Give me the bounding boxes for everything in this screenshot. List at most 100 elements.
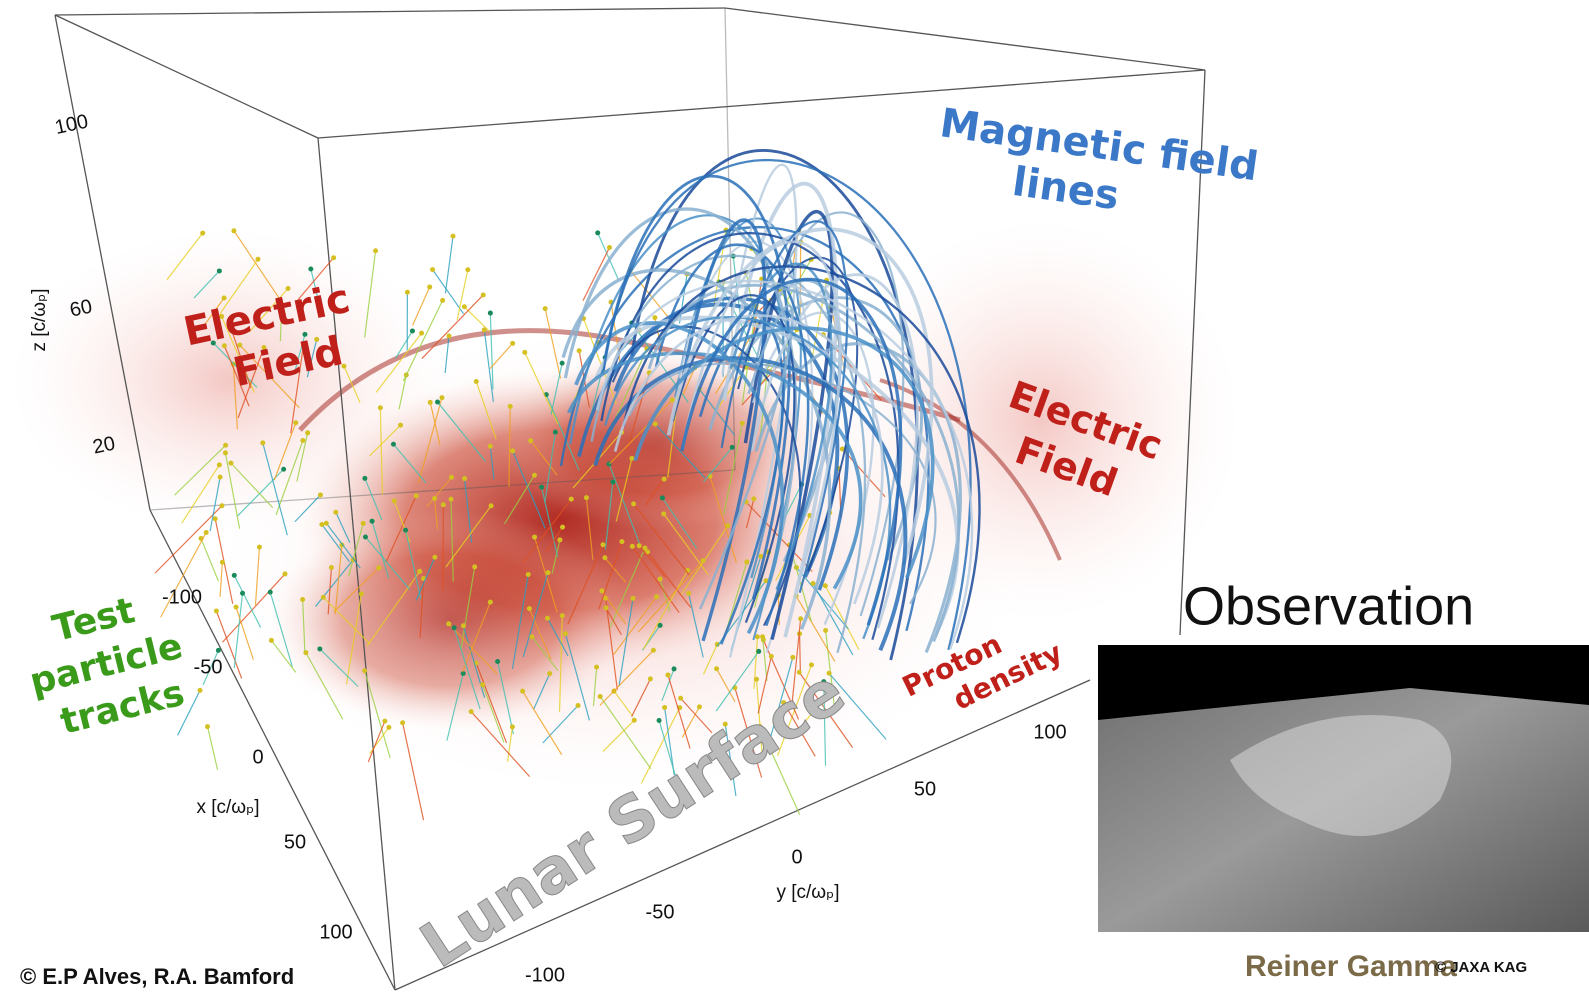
particle: [652, 315, 657, 320]
particle: [449, 475, 454, 480]
particle: [756, 649, 761, 654]
particle: [432, 496, 437, 501]
particle: [598, 694, 603, 699]
particle: [391, 442, 396, 447]
particle: [577, 348, 582, 353]
particle: [222, 295, 227, 300]
particle: [662, 705, 667, 710]
particle: [474, 379, 479, 384]
particle: [560, 361, 565, 366]
particle: [751, 496, 756, 501]
observation-caption: Reiner Gamma: [1245, 950, 1457, 983]
particle: [200, 231, 205, 236]
particle: [303, 650, 308, 655]
particle: [231, 228, 236, 233]
particle: [769, 654, 774, 659]
particle: [480, 682, 485, 687]
particle: [220, 560, 225, 565]
particle: [653, 422, 658, 427]
particle: [223, 443, 228, 448]
particle: [204, 530, 209, 535]
x-tick-label: 50: [284, 831, 306, 853]
particle: [528, 438, 533, 443]
particle: [557, 537, 562, 542]
particle: [386, 725, 391, 730]
particle: [798, 616, 803, 621]
particle: [234, 605, 239, 610]
particle: [376, 565, 381, 570]
particle: [219, 503, 224, 508]
particle: [560, 613, 565, 618]
particle: [654, 594, 659, 599]
particle: [595, 230, 600, 235]
particle: [665, 672, 670, 677]
particle: [510, 724, 515, 729]
particle: [217, 268, 222, 273]
particle: [281, 467, 286, 472]
figure: 100 60 20 z [c/ωₚ] -100 -50 0 50 100 x […: [0, 0, 1589, 1003]
particle: [508, 404, 513, 409]
particle-track: [445, 236, 453, 293]
particle: [333, 510, 338, 515]
particle: [331, 255, 336, 260]
particle: [760, 634, 765, 639]
z-tick-label: 100: [53, 111, 90, 139]
particle: [392, 498, 397, 503]
y-axis-label: y [c/ωₚ]: [776, 882, 839, 903]
particle: [637, 543, 642, 548]
particle: [553, 430, 558, 435]
particle: [714, 666, 719, 671]
y-tick-label: 50: [914, 778, 936, 800]
particle: [658, 577, 663, 582]
particle: [462, 304, 467, 309]
particle: [451, 234, 456, 239]
particle: [661, 511, 666, 516]
particle: [370, 519, 375, 524]
particle: [488, 600, 493, 605]
particle: [255, 257, 260, 262]
particle: [790, 655, 795, 660]
particle: [398, 423, 403, 428]
particle: [546, 570, 551, 575]
particle: [218, 475, 223, 480]
particle: [359, 591, 364, 596]
particle: [308, 267, 313, 272]
particle: [632, 718, 637, 723]
particle: [268, 590, 273, 595]
particle: [630, 596, 635, 601]
particle: [319, 522, 324, 527]
particle: [324, 521, 329, 526]
particle: [240, 591, 245, 596]
particle: [321, 595, 326, 600]
particle: [489, 503, 494, 508]
particle: [361, 521, 366, 526]
particle: [823, 583, 828, 588]
particle: [811, 581, 816, 586]
particle: [686, 591, 691, 596]
particle: [662, 477, 667, 482]
particle: [382, 719, 387, 724]
particle: [601, 542, 606, 547]
particle: [594, 665, 599, 670]
particle: [318, 492, 323, 497]
x-tick-label: 0: [252, 746, 263, 768]
particle: [526, 572, 531, 577]
particle: [362, 668, 367, 673]
particle: [560, 525, 565, 530]
particle: [329, 565, 334, 570]
y-tick-label: -100: [525, 964, 565, 986]
observation-title: Observation: [1183, 576, 1474, 636]
particle: [462, 476, 467, 481]
particle: [599, 588, 604, 593]
particle: [378, 405, 383, 410]
particle: [223, 450, 228, 455]
z-axis-label: z [c/ωₚ]: [29, 288, 50, 351]
particle: [430, 267, 435, 272]
particle: [205, 724, 210, 729]
particle: [607, 245, 612, 250]
particle: [584, 495, 589, 500]
particle: [563, 631, 568, 636]
particle: [823, 628, 828, 633]
particle: [293, 420, 298, 425]
y-tick-label: 0: [791, 846, 802, 868]
